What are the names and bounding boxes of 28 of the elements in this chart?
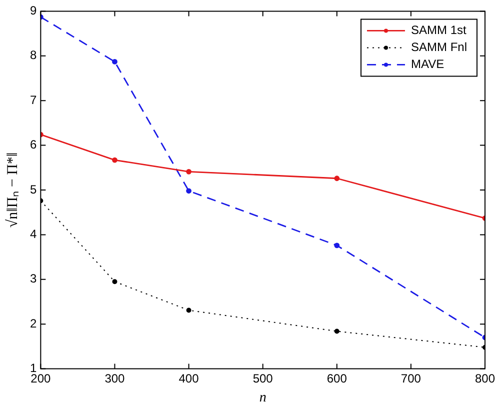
y-tick-label: 5 [30, 182, 37, 196]
point [112, 59, 118, 64]
y-tick-label: 4 [30, 227, 37, 242]
y-tick-label: 2 [30, 316, 37, 330]
point [334, 176, 340, 182]
y-tick-label: 6 [30, 138, 37, 152]
x-tick-label: 800 [474, 371, 496, 386]
point [334, 328, 340, 334]
point [334, 242, 340, 248]
y-tick-label: 9 [30, 4, 37, 18]
legend-label: SAMM 1st [410, 23, 467, 38]
point [186, 308, 192, 313]
x-tick-label: 700 [400, 371, 422, 386]
point [112, 279, 118, 284]
legend-label: SAMM Fnl [410, 40, 467, 54]
y-tick-label: 8 [30, 48, 37, 62]
x-tick-label: 600 [326, 371, 348, 386]
x-tick-label: 400 [178, 371, 200, 386]
y-axis-title: √n‖Πₙ − Π*‖ [4, 152, 21, 228]
point [186, 188, 192, 194]
legend-label: MAVE [410, 57, 444, 72]
x-tick-label: 500 [252, 371, 274, 386]
x-tick-label: 300 [104, 371, 126, 386]
y-tick-label: 7 [30, 92, 37, 107]
point [186, 168, 192, 174]
x-axis-title: n [259, 390, 266, 406]
point [112, 157, 118, 163]
y-tick-label: 3 [30, 272, 37, 286]
